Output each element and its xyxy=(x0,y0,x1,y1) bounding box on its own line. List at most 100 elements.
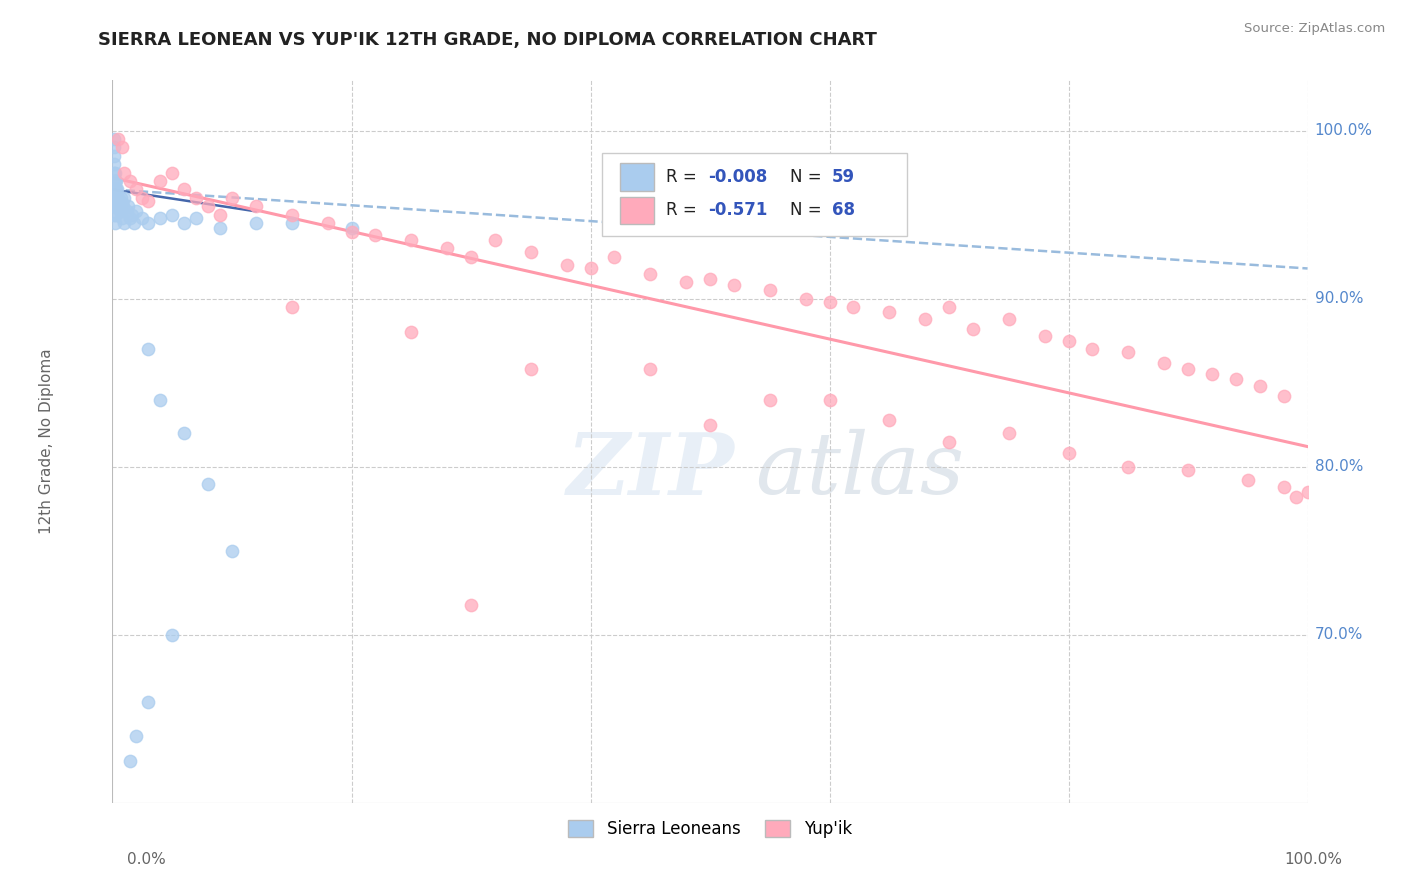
Point xyxy=(105,182,128,196)
Point xyxy=(1057,334,1080,348)
Point xyxy=(818,295,841,310)
Point xyxy=(209,208,232,222)
Text: atlas: atlas xyxy=(755,429,965,512)
Point xyxy=(104,166,127,180)
Point xyxy=(520,244,543,259)
Point xyxy=(138,342,160,356)
Point xyxy=(938,434,960,449)
Point xyxy=(149,174,172,188)
FancyBboxPatch shape xyxy=(620,196,654,224)
Point xyxy=(103,182,125,196)
Point xyxy=(998,426,1021,441)
Point xyxy=(640,362,662,376)
Text: SIERRA LEONEAN VS YUP'IK 12TH GRADE, NO DIPLOMA CORRELATION CHART: SIERRA LEONEAN VS YUP'IK 12TH GRADE, NO … xyxy=(98,31,877,49)
Point xyxy=(998,311,1021,326)
Point xyxy=(105,199,128,213)
Point xyxy=(281,300,304,314)
Point xyxy=(1177,362,1199,376)
Point xyxy=(484,233,506,247)
Text: 90.0%: 90.0% xyxy=(1315,291,1362,306)
Point xyxy=(114,216,135,230)
Point xyxy=(138,216,160,230)
Point xyxy=(104,199,127,213)
Point xyxy=(125,182,148,196)
Point xyxy=(104,216,127,230)
Point xyxy=(117,199,139,213)
Point xyxy=(103,199,125,213)
Point xyxy=(186,211,208,225)
Point xyxy=(759,392,782,407)
Point xyxy=(125,729,148,743)
Point xyxy=(110,202,132,217)
FancyBboxPatch shape xyxy=(603,153,907,235)
FancyBboxPatch shape xyxy=(620,163,654,191)
Point xyxy=(1237,473,1260,487)
Text: -0.008: -0.008 xyxy=(707,168,766,186)
Point xyxy=(149,392,172,407)
Point xyxy=(1201,368,1223,382)
Point xyxy=(723,278,745,293)
Point xyxy=(104,182,127,196)
Point xyxy=(120,174,142,188)
Point xyxy=(162,208,183,222)
Text: 70.0%: 70.0% xyxy=(1315,627,1362,642)
Point xyxy=(121,208,143,222)
Point xyxy=(1296,485,1319,500)
Point xyxy=(131,191,153,205)
Point xyxy=(603,250,626,264)
Point xyxy=(401,326,423,340)
Point xyxy=(520,362,543,376)
Point xyxy=(640,267,662,281)
Point xyxy=(340,225,363,239)
Point xyxy=(699,417,721,432)
Text: R =: R = xyxy=(666,168,702,186)
Text: 68: 68 xyxy=(832,202,855,219)
Point xyxy=(173,182,195,196)
Point xyxy=(103,132,125,146)
Point xyxy=(138,194,160,209)
Point xyxy=(1249,379,1271,393)
Point xyxy=(340,221,363,235)
Point xyxy=(173,426,195,441)
Text: 12th Grade, No Diploma: 12th Grade, No Diploma xyxy=(39,349,55,534)
Point xyxy=(111,211,134,225)
Point xyxy=(105,191,128,205)
Point xyxy=(579,261,602,276)
Text: Source: ZipAtlas.com: Source: ZipAtlas.com xyxy=(1244,22,1385,36)
Point xyxy=(1081,342,1104,356)
Text: R =: R = xyxy=(666,202,702,219)
Legend: Sierra Leoneans, Yup'ik: Sierra Leoneans, Yup'ik xyxy=(561,814,859,845)
Point xyxy=(104,208,127,222)
Point xyxy=(436,241,458,255)
Point xyxy=(103,149,125,163)
Text: 100.0%: 100.0% xyxy=(1285,852,1343,867)
Point xyxy=(114,191,135,205)
Point xyxy=(1285,490,1308,504)
Point xyxy=(105,191,128,205)
Point xyxy=(1118,459,1140,474)
Text: N =: N = xyxy=(790,168,827,186)
Point xyxy=(316,216,339,230)
Point xyxy=(962,322,984,336)
Point xyxy=(879,413,901,427)
Text: -0.571: -0.571 xyxy=(707,202,768,219)
Point xyxy=(131,211,153,225)
Point xyxy=(105,174,128,188)
Point xyxy=(138,695,160,709)
Point xyxy=(209,221,232,235)
Point xyxy=(938,300,960,314)
Point xyxy=(460,598,482,612)
Point xyxy=(460,250,482,264)
Point xyxy=(103,208,125,222)
Text: 80.0%: 80.0% xyxy=(1315,459,1362,475)
Point xyxy=(197,476,219,491)
Point xyxy=(104,191,127,205)
Point xyxy=(197,199,219,213)
Point xyxy=(245,216,267,230)
Point xyxy=(281,208,304,222)
Point xyxy=(112,199,135,213)
Point xyxy=(281,216,304,230)
Point xyxy=(162,628,183,642)
Point xyxy=(914,311,936,326)
Point xyxy=(122,216,145,230)
